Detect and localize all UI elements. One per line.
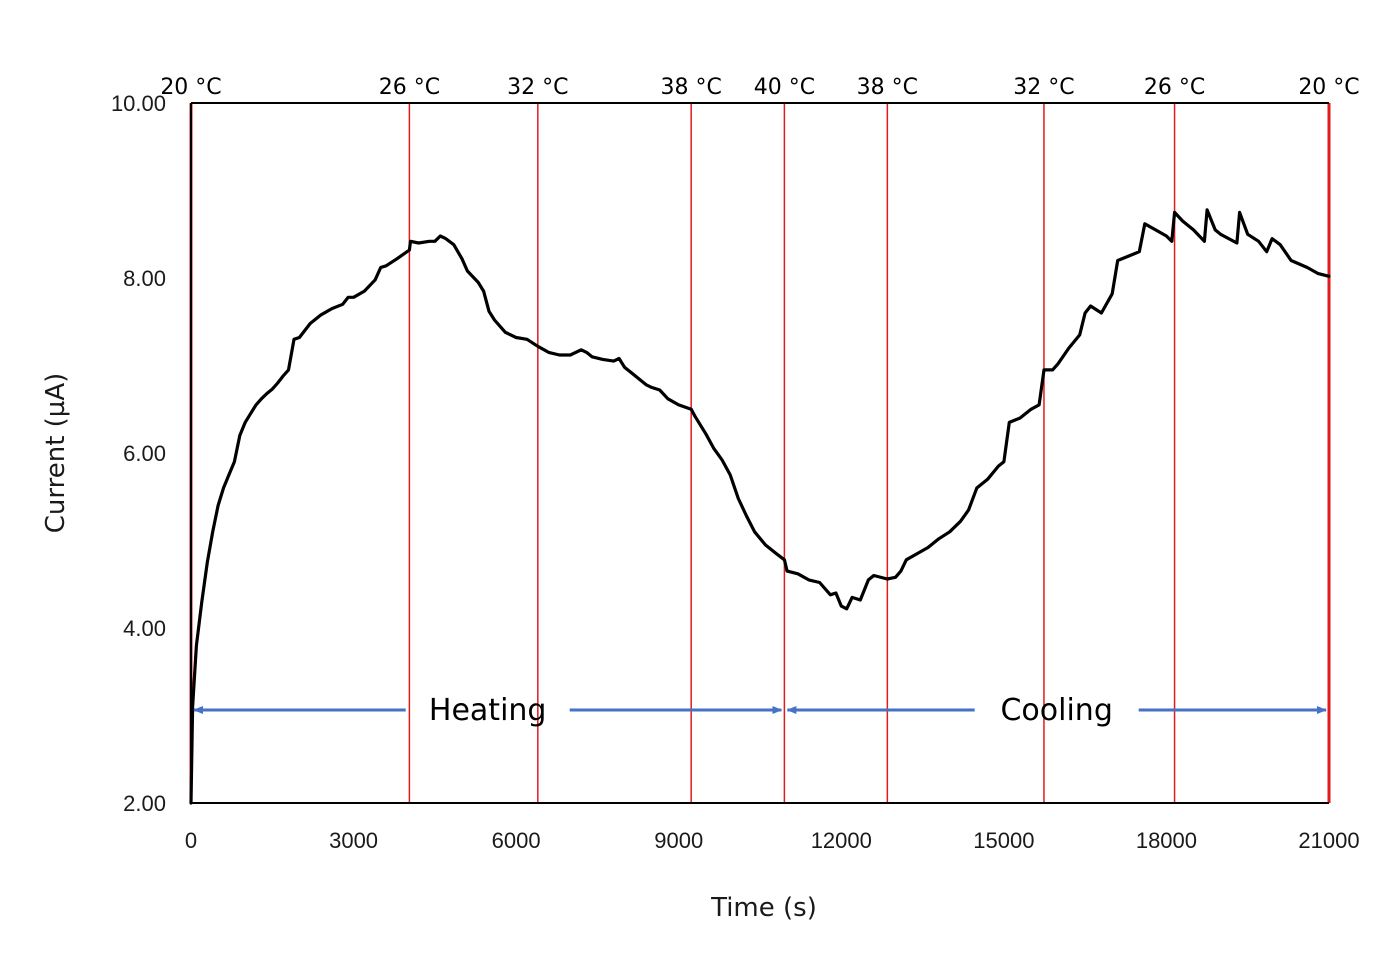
y-tick-label: 6.00 [123, 441, 166, 466]
axes [190, 102, 1329, 804]
y-axis-title: Current (µA) [41, 373, 71, 534]
x-tick-label: 21000 [1298, 828, 1359, 853]
temperature-marker-label: 40 °C [754, 75, 815, 100]
temperature-marker-label: 38 °C [660, 75, 721, 100]
x-axis-title: Time (s) [710, 893, 817, 923]
phase-label: Cooling [1000, 693, 1112, 728]
temperature-marker-label: 32 °C [507, 75, 568, 100]
x-tick-label: 18000 [1136, 828, 1197, 853]
temperature-marker-label: 20 °C [1298, 75, 1359, 100]
phase-label: Heating [429, 693, 547, 728]
x-tick-label: 9000 [654, 828, 703, 853]
y-tick-label: 2.00 [123, 791, 166, 816]
x-tick-label: 0 [185, 828, 197, 853]
y-tick-label: 10.00 [111, 91, 166, 116]
temperature-marker-label: 26 °C [1144, 75, 1205, 100]
y-tick-label: 4.00 [123, 616, 166, 641]
temperature-marker-label: 38 °C [857, 75, 918, 100]
temperature-markers: 20 °C 26 °C 32 °C 38 °C 40 °C 38 °C 32 °C 26 °C… [160, 75, 1360, 803]
axis-ticks: 0 3000 6000 9000 12000 15000 18000 21000 2.00 4.0… [111, 91, 1360, 853]
x-tick-label: 12000 [811, 828, 872, 853]
x-tick-label: 15000 [973, 828, 1034, 853]
x-tick-label: 3000 [329, 828, 378, 853]
y-tick-label: 8.00 [123, 266, 166, 291]
current-series-line [189, 208, 1331, 805]
temperature-marker-label: 32 °C [1013, 75, 1074, 100]
temperature-marker-label: 26 °C [379, 75, 440, 100]
phase-annotations: Heating Cooling [193, 693, 1327, 728]
series-layer [189, 208, 1331, 805]
x-tick-label: 6000 [492, 828, 541, 853]
temperature-marker-label: 20 °C [160, 75, 221, 100]
